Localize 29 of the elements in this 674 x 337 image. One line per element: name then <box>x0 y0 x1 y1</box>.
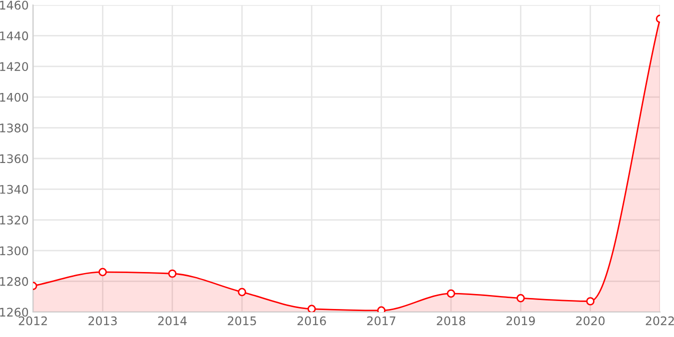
x-tick-label: 2012 <box>18 316 47 326</box>
x-tick-label: 2015 <box>228 316 256 326</box>
y-tick-label: 1340 <box>0 184 28 194</box>
point <box>586 297 594 306</box>
x-tick-label: 2022 <box>646 316 674 326</box>
point <box>168 269 176 278</box>
point <box>446 289 456 298</box>
y-tick-label: 1420 <box>0 62 28 72</box>
x-tick-label: 2018 <box>436 316 466 326</box>
point <box>516 294 525 302</box>
x-tick-label: 2014 <box>158 316 187 326</box>
point <box>377 306 386 312</box>
x-tick-label: 2019 <box>506 316 535 326</box>
x-tick-label: 2016 <box>298 316 326 326</box>
x-tick-label: 2020 <box>576 316 605 326</box>
y-tick-label: 1440 <box>0 31 28 40</box>
y-tick-label: 1460 <box>0 0 28 10</box>
point <box>98 268 107 276</box>
y-tick-label: 1260 <box>0 308 28 317</box>
point <box>308 304 316 312</box>
y-tick-label: 1360 <box>0 154 28 164</box>
x-tick-label: 2013 <box>88 316 117 326</box>
y-tick-label: 1380 <box>0 124 28 132</box>
x-tick-label: 2017 <box>367 316 396 326</box>
y-tick-label: 1320 <box>0 216 28 225</box>
y-tick-label: 1300 <box>0 246 28 256</box>
point <box>238 288 246 296</box>
y-tick-label: 1400 <box>0 92 28 102</box>
y-tick-label: 1280 <box>0 277 28 286</box>
